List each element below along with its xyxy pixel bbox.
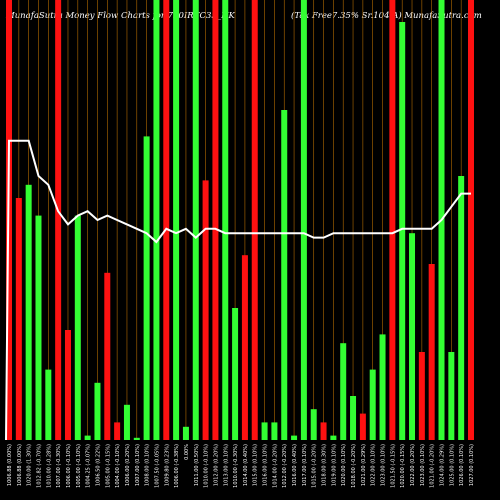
x-tick-label: 1006.00 (-0.38%) <box>174 444 180 488</box>
x-tick-label: 1012.82 (-0.70%) <box>37 444 43 488</box>
x-tick-label: 1027.00 (0.10%) <box>469 444 475 486</box>
bar <box>232 308 239 440</box>
bar <box>310 409 317 440</box>
bar <box>428 264 435 440</box>
bar <box>153 0 160 440</box>
bar <box>448 352 455 440</box>
x-tick-label: 1021.50 (-0.15%) <box>390 444 396 488</box>
bar <box>409 233 416 440</box>
x-tick-label: 1018.00 (0.30%) <box>322 444 328 486</box>
x-tick-label: 1018.00 (-0.20%) <box>351 444 357 488</box>
x-tick-label: 1013.00 (0.10%) <box>223 444 229 486</box>
x-tick-label: 1020.00 (1.30%) <box>27 444 33 486</box>
bar <box>192 0 199 440</box>
bar <box>340 343 347 440</box>
bar <box>330 435 337 440</box>
x-tick-label: 1020.00 (-0.15%) <box>400 444 406 488</box>
x-tick-label: 1022.00 (0.20%) <box>410 444 416 486</box>
bar <box>94 382 101 440</box>
x-tick-label: 1004.00 (-0.10%) <box>115 444 121 488</box>
bar <box>251 0 258 440</box>
x-tick-label: 1006.00 (0.20%) <box>125 444 131 486</box>
x-tick-label: 1010.00 (-0.10%) <box>204 444 210 488</box>
x-tick-label: 1014.00 (-0.20%) <box>272 444 278 488</box>
bar <box>369 369 376 440</box>
x-tick-label: 1015.00 (-0.20%) <box>312 444 318 488</box>
bar <box>261 422 268 440</box>
x-tick-label: 1014.00 (0.40%) <box>243 444 249 486</box>
x-tick-label: 1007.00 (0.10%) <box>135 444 141 486</box>
chart-title-right: (Tax Free7.35% Sr.104 A) MunafaSutra.com <box>291 11 482 21</box>
x-tick-label: 1021.00 (-0.20%) <box>430 444 436 488</box>
x-tick-label: 1006.00 (-0.10%) <box>66 444 72 488</box>
x-tick-label: 1015.00 (0.10%) <box>253 444 259 486</box>
x-tick-label: 1006.88 (0.00%) <box>7 444 13 486</box>
bar <box>143 136 150 440</box>
x-tick-label: 1012.00 (-0.20%) <box>282 444 288 488</box>
bar <box>212 0 219 440</box>
bar <box>104 272 111 440</box>
x-tick-label: 1012.00 (0.20%) <box>213 444 219 486</box>
x-tick-label: 0.00% <box>184 444 190 460</box>
x-tick-label: 1010.00 (-0.28%) <box>46 444 52 488</box>
bar <box>281 110 288 440</box>
series-line <box>5 139 471 441</box>
bar <box>182 426 189 440</box>
bar <box>114 422 121 440</box>
bar <box>173 0 180 440</box>
x-tick-label: 1006.50 (0.22%) <box>96 444 102 486</box>
bar <box>468 0 474 440</box>
bar <box>399 22 406 440</box>
bar <box>222 0 229 440</box>
x-tick-label: 1024.00 (0.29%) <box>440 444 446 486</box>
x-tick-label: 1005.00 (-0.15%) <box>105 444 111 488</box>
bar <box>359 413 366 440</box>
x-tick-label: 1026.00 (0.10%) <box>459 444 465 486</box>
x-tick-label: 1017.00 (0.10%) <box>302 444 308 486</box>
bar <box>389 0 396 440</box>
bar <box>163 0 170 440</box>
bar <box>458 176 465 440</box>
bar <box>123 404 130 440</box>
bar <box>271 422 278 440</box>
bar <box>84 435 91 440</box>
bar <box>64 330 71 440</box>
bar <box>300 0 307 440</box>
bar <box>45 369 52 440</box>
x-tick-label: 1023.00 (0.10%) <box>381 444 387 486</box>
bar <box>74 215 81 440</box>
x-tick-label: 1011.00 (0.50%) <box>194 444 200 486</box>
x-tick-label: 1004.25 (-0.07%) <box>86 444 92 488</box>
bar <box>241 255 248 440</box>
x-tick-label: 1016.00 (0.40%) <box>292 444 298 486</box>
x-tick-label: 1009.80 (0.23%) <box>164 444 170 486</box>
x-tick-label: 1019.00 (0.10%) <box>331 444 337 486</box>
x-tick-label: 1007.50 (-0.05%) <box>154 444 160 488</box>
bar <box>55 0 62 440</box>
bar <box>350 396 357 440</box>
bar <box>418 352 425 440</box>
bar <box>15 198 22 440</box>
x-tick-label: 1021.00 (0.29%) <box>361 444 367 486</box>
x-tick-label: 1016.00 (0.10%) <box>263 444 269 486</box>
x-tick-label: 1010.00 (-0.30%) <box>233 444 239 488</box>
bar <box>25 184 32 440</box>
bar <box>379 334 386 440</box>
chart-title-left: MunafaSutra Money Flow Charts for 750IRF… <box>6 11 235 21</box>
x-tick-label: 1005.00 (-0.10%) <box>76 444 82 488</box>
x-tick-label: 1022.00 (0.10%) <box>371 444 377 486</box>
bar <box>320 422 327 440</box>
bar <box>133 437 140 440</box>
bar <box>35 215 42 440</box>
x-tick-label: 1007.00 (-0.30%) <box>56 444 62 488</box>
bar <box>291 435 298 440</box>
x-tick-label: 1006.88 (0.00%) <box>17 444 23 486</box>
x-tick-label: 1023.00 (0.10%) <box>420 444 426 486</box>
x-tick-label: 1025.00 (0.10%) <box>449 444 455 486</box>
x-tick-label: 1008.00 (0.10%) <box>145 444 151 486</box>
bar <box>202 180 209 440</box>
x-tick-label: 1020.00 (0.10%) <box>341 444 347 486</box>
